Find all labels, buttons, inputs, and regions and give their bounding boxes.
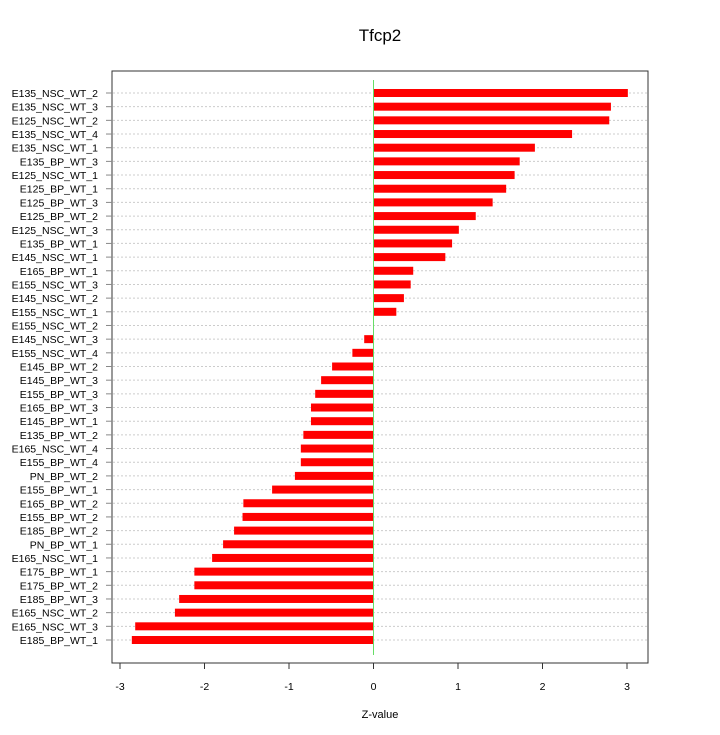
bar-E135_NSC_WT_2 — [373, 89, 628, 97]
y-tick-label: E125_BP_WT_2 — [20, 211, 98, 223]
x-tick-label: 3 — [624, 681, 630, 693]
bar-E135_BP_WT_3 — [373, 157, 520, 166]
bar-E145_BP_WT_2 — [332, 362, 374, 371]
bar-E125_BP_WT_3 — [373, 198, 493, 207]
y-tick-label: E125_BP_WT_3 — [20, 197, 98, 209]
y-tick-label: E185_BP_WT_2 — [20, 526, 98, 538]
y-tick-label: E135_NSC_WT_3 — [12, 102, 99, 114]
y-tick-label: E155_BP_WT_3 — [20, 389, 98, 401]
y-tick-label: E135_NSC_WT_4 — [12, 129, 99, 141]
y-tick-label: E175_BP_WT_1 — [20, 567, 98, 579]
y-tick-label: E135_BP_WT_1 — [20, 238, 98, 250]
bar-E135_BP_WT_2 — [303, 430, 374, 439]
y-tick-label: E135_NSC_WT_2 — [12, 88, 99, 100]
y-tick-label: E165_NSC_WT_1 — [12, 553, 99, 565]
bar-E165_BP_WT_1 — [373, 266, 414, 275]
bar-E125_NSC_WT_1 — [373, 171, 515, 180]
x-tick-label: 2 — [540, 681, 546, 693]
y-tick-label: E165_BP_WT_2 — [20, 498, 98, 510]
y-tick-label: E125_BP_WT_1 — [20, 184, 98, 196]
bar-E155_BP_WT_2 — [242, 512, 374, 521]
bar-E135_NSC_WT_3 — [373, 102, 611, 111]
bar-E145_NSC_WT_2 — [373, 294, 404, 303]
y-tick-label: E155_NSC_WT_3 — [12, 279, 99, 291]
y-tick-label: E185_BP_WT_3 — [20, 594, 98, 606]
y-tick-label: E165_NSC_WT_4 — [12, 444, 99, 456]
y-tick-label: E135_BP_WT_3 — [20, 156, 98, 168]
y-tick-label: E135_BP_WT_2 — [20, 430, 98, 442]
y-tick-label: E125_NSC_WT_2 — [12, 115, 99, 127]
bar-E165_NSC_WT_4 — [300, 444, 374, 453]
y-tick-label: E165_NSC_WT_2 — [12, 608, 99, 620]
y-tick-label: E145_BP_WT_1 — [20, 416, 98, 428]
x-axis: -3 -2 -1 0 1 2 3 — [115, 663, 630, 693]
x-tick-label: 1 — [455, 681, 461, 693]
y-tick-label: E135_NSC_WT_1 — [12, 143, 99, 155]
bar-PN_BP_WT_1 — [223, 540, 374, 549]
y-tick-label: E125_NSC_WT_3 — [12, 225, 99, 237]
y-tick-label: E155_BP_WT_4 — [20, 457, 98, 469]
bar-E145_BP_WT_1 — [310, 417, 374, 426]
bar-E175_BP_WT_1 — [194, 567, 374, 576]
y-tick-label: E175_BP_WT_2 — [20, 580, 98, 592]
y-tick-label: E155_BP_WT_2 — [20, 512, 98, 524]
y-tick-label: E155_NSC_WT_4 — [12, 348, 99, 360]
bar-E185_BP_WT_3 — [179, 594, 374, 603]
bar-E145_BP_WT_3 — [321, 376, 374, 385]
bar-E185_BP_WT_1 — [131, 636, 374, 644]
y-tick-label: E145_NSC_WT_3 — [12, 334, 99, 346]
y-tick-label: E145_BP_WT_3 — [20, 375, 98, 387]
bar-E155_NSC_WT_1 — [373, 307, 397, 316]
bar-E165_NSC_WT_2 — [174, 608, 374, 617]
y-tick-label: E155_BP_WT_1 — [20, 485, 98, 497]
chart-title: Tfcp2 — [359, 26, 402, 45]
y-tick-label: E145_BP_WT_2 — [20, 362, 98, 374]
gridlines — [113, 92, 647, 641]
y-tick-label: PN_BP_WT_1 — [30, 539, 98, 551]
bar-E185_BP_WT_2 — [234, 526, 374, 535]
x-axis-label: Z-value — [362, 709, 399, 721]
x-tick-label: -2 — [200, 681, 209, 693]
bar-E145_NSC_WT_1 — [373, 253, 446, 262]
bars — [131, 89, 628, 644]
y-tick-label: E145_NSC_WT_2 — [12, 293, 99, 305]
x-tick-label: 0 — [371, 681, 377, 693]
bar-E155_BP_WT_1 — [272, 485, 374, 494]
y-tick-label: E165_BP_WT_3 — [20, 403, 98, 415]
y-tick-label: E155_NSC_WT_1 — [12, 307, 99, 319]
bar-E155_NSC_WT_3 — [373, 280, 411, 289]
bar-E145_NSC_WT_3 — [364, 335, 374, 344]
bar-E175_BP_WT_2 — [194, 581, 374, 590]
y-tick-label: E165_BP_WT_1 — [20, 266, 98, 278]
bar-E125_NSC_WT_2 — [373, 116, 610, 125]
bar-E165_NSC_WT_3 — [135, 622, 374, 631]
y-tick-label: E185_BP_WT_1 — [20, 635, 98, 647]
bar-E125_BP_WT_1 — [373, 184, 507, 193]
bar-E165_BP_WT_2 — [243, 499, 374, 508]
y-tick-label: E165_NSC_WT_3 — [12, 621, 99, 633]
bar-PN_BP_WT_2 — [294, 471, 374, 480]
bar-E135_NSC_WT_1 — [373, 143, 535, 152]
bar-E165_BP_WT_3 — [310, 403, 374, 412]
bar-E135_NSC_WT_4 — [373, 130, 573, 139]
y-tick-label: E125_NSC_WT_1 — [12, 170, 99, 182]
y-tick-label: E145_NSC_WT_1 — [12, 252, 99, 264]
bar-E135_BP_WT_1 — [373, 239, 453, 248]
x-tick-label: -3 — [115, 681, 124, 693]
bar-E125_NSC_WT_3 — [373, 225, 459, 234]
y-tick-label: PN_BP_WT_2 — [30, 471, 98, 483]
bar-E165_NSC_WT_1 — [212, 553, 374, 562]
bar-E155_BP_WT_3 — [315, 389, 374, 398]
bar-E125_BP_WT_2 — [373, 212, 476, 221]
y-tick-label: E155_NSC_WT_2 — [12, 320, 99, 332]
x-tick-label: -1 — [284, 681, 293, 693]
bar-E155_BP_WT_4 — [300, 458, 374, 467]
bar-E155_NSC_WT_4 — [352, 348, 374, 357]
